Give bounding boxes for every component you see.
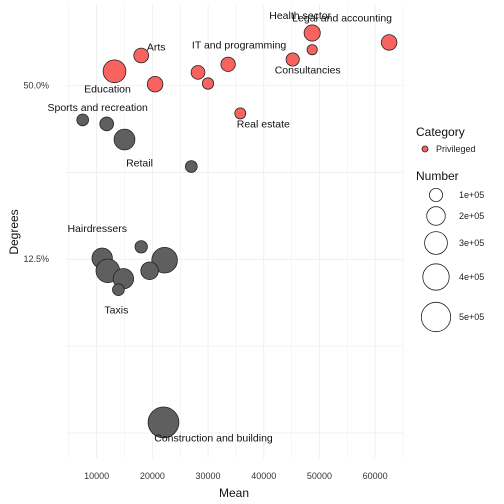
- data-point-19: [140, 261, 159, 281]
- legend-size-label: 4e+05: [459, 272, 484, 282]
- data-point-12: [99, 116, 114, 132]
- point-label: Education: [84, 83, 131, 95]
- data-point-13: [113, 128, 136, 151]
- legend-size-label: 5e+05: [459, 312, 484, 322]
- x-tick-label: 40000: [251, 471, 276, 481]
- axis-ticks: 10000 20000 30000 40000 50000 60000 12.5% 50.0%: [23, 80, 387, 481]
- legend-category-entry: Privileged: [436, 144, 476, 154]
- point-label: Real estate: [237, 118, 290, 130]
- data-point-10: [234, 107, 247, 120]
- legend-size-label: 1e+05: [459, 190, 484, 200]
- legend-size-label: 3e+05: [459, 238, 484, 248]
- data-point-18: [151, 247, 178, 274]
- x-axis-title: Mean: [219, 486, 249, 500]
- legend-category-swatch: [421, 145, 429, 153]
- y-tick-label: 50.0%: [23, 80, 49, 90]
- y-tick-label: 12.5%: [23, 254, 49, 264]
- legend-size-entries: 1e+05 2e+05 3e+05 4e+05 5e+05: [420, 187, 484, 333]
- data-point-1: [380, 34, 398, 51]
- data-point-5: [306, 44, 318, 56]
- data-point-21: [112, 283, 125, 297]
- x-tick-label: 50000: [307, 471, 332, 481]
- data-point-15: [134, 240, 148, 254]
- data-point-7: [102, 59, 127, 84]
- point-label: Construction and building: [154, 432, 273, 444]
- point-label: Sports and recreation: [47, 102, 148, 114]
- point-label: Hairdressers: [67, 223, 127, 235]
- data-point-22: [147, 406, 180, 439]
- data-point-14: [185, 160, 198, 173]
- point-label: Health sector: [269, 10, 331, 22]
- legend-category-title: Category: [416, 125, 465, 139]
- legend-size-title: Number: [416, 169, 459, 183]
- x-tick-label: 20000: [140, 471, 165, 481]
- data-point-3: [220, 56, 236, 72]
- data-points: [76, 24, 398, 439]
- data-point-4: [285, 52, 300, 67]
- point-label: Arts: [147, 42, 166, 54]
- x-tick-label: 10000: [84, 471, 109, 481]
- x-tick-label: 30000: [196, 471, 221, 481]
- x-tick-label: 60000: [363, 471, 388, 481]
- legend-size-circle: [422, 263, 450, 291]
- data-point-8: [146, 75, 164, 93]
- data-point-9: [201, 77, 215, 90]
- legend-size-circle: [426, 206, 446, 226]
- data-point-11: [76, 113, 89, 127]
- data-point-6: [190, 65, 206, 80]
- point-label: Legal and accounting: [292, 12, 392, 24]
- data-point-0: [303, 24, 321, 42]
- point-label: IT and programming: [192, 39, 287, 51]
- legend-size-circle: [420, 301, 452, 333]
- point-label: Consultancies: [275, 65, 341, 77]
- y-axis-title: Degrees: [7, 209, 21, 254]
- legend: Category Privileged Number 1e+05 2e+05 3e+…: [416, 125, 484, 333]
- point-label: Retail: [126, 158, 153, 170]
- grid-lines: [66, 5, 404, 458]
- legend-size-circle: [424, 231, 448, 255]
- legend-size-circle: [428, 187, 443, 202]
- legend-size-label: 2e+05: [459, 211, 484, 221]
- point-label: Taxis: [104, 305, 128, 317]
- data-point-2: [133, 47, 150, 64]
